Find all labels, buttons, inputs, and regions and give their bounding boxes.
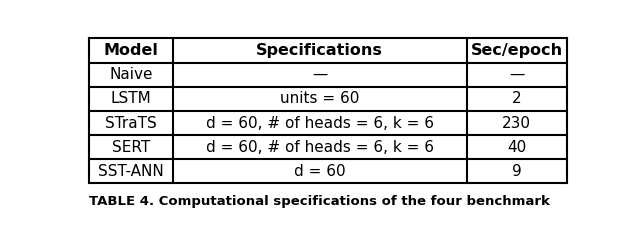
Text: SERT: SERT (111, 140, 150, 155)
Text: SST-ANN: SST-ANN (98, 164, 164, 179)
Text: units = 60: units = 60 (280, 91, 359, 106)
Text: d = 60: d = 60 (294, 164, 346, 179)
Text: 40: 40 (508, 140, 527, 155)
Text: —: — (312, 67, 327, 82)
Text: Naive: Naive (109, 67, 152, 82)
Text: TABLE 4. Computational specifications of the four benchmark: TABLE 4. Computational specifications of… (89, 195, 550, 208)
Text: LSTM: LSTM (110, 91, 151, 106)
Text: 230: 230 (502, 116, 531, 130)
Text: d = 60, # of heads = 6, k = 6: d = 60, # of heads = 6, k = 6 (205, 116, 434, 130)
Text: Specifications: Specifications (256, 43, 383, 58)
Text: d = 60, # of heads = 6, k = 6: d = 60, # of heads = 6, k = 6 (205, 140, 434, 155)
Text: STraTS: STraTS (105, 116, 157, 130)
Text: 2: 2 (512, 91, 522, 106)
Text: 9: 9 (512, 164, 522, 179)
Text: —: — (509, 67, 525, 82)
Text: Model: Model (103, 43, 158, 58)
Text: Sec/epoch: Sec/epoch (471, 43, 563, 58)
